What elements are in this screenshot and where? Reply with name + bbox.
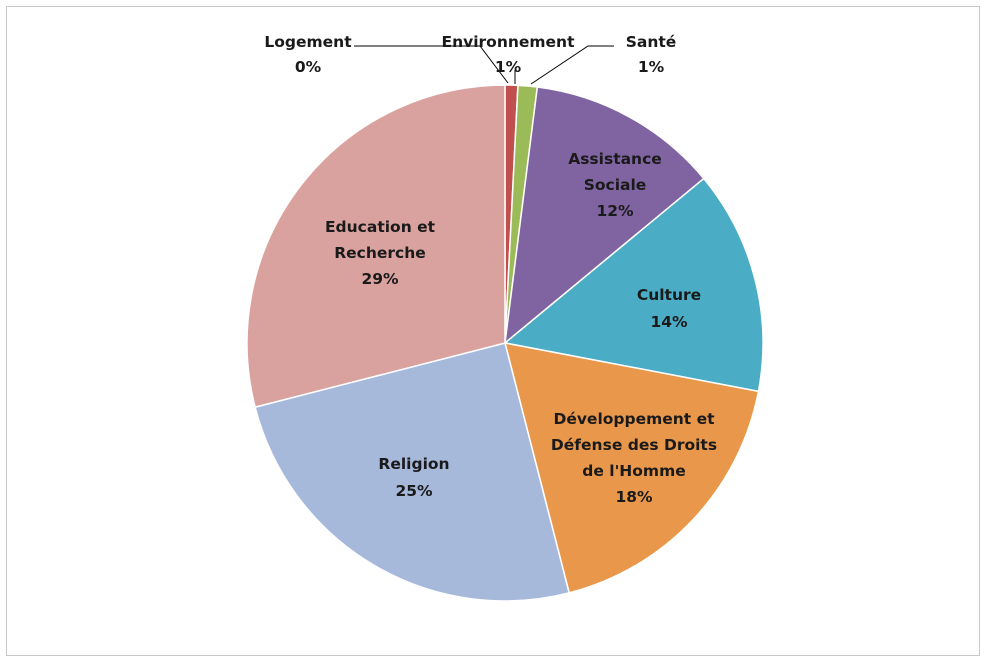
label-developpement-line3: de l'Homme [582, 462, 686, 480]
label-developpement-line2: Défense des Droits [551, 436, 717, 454]
value-education: 29% [361, 270, 399, 288]
value-religion: 25% [395, 482, 433, 500]
value-culture: 14% [650, 313, 688, 331]
slice-labels: Logement 0% Environnement 1% Santé 1% As… [264, 33, 717, 506]
value-sante: 1% [638, 58, 665, 76]
value-logement: 0% [295, 58, 322, 76]
label-assistance-line2: Sociale [584, 176, 647, 194]
pie-slice-religion [254, 342, 571, 602]
leader-sante [530, 45, 614, 85]
value-environnement: 1% [495, 58, 522, 76]
callout-leaders [354, 45, 614, 85]
value-developpement: 18% [615, 488, 653, 506]
label-assistance-line1: Assistance [568, 150, 662, 168]
leader-logement [354, 45, 509, 84]
pie-slice-education-et-recherche [246, 84, 506, 409]
label-environnement: Environnement [441, 33, 575, 51]
label-education-line1: Education et [325, 218, 436, 236]
label-religion: Religion [378, 455, 449, 473]
pie-slice-assistance-sociale [504, 86, 705, 345]
pie-slice-culture [503, 177, 764, 393]
label-education-line2: Recherche [334, 244, 426, 262]
pie-slice-developpement-et-defense-des-droits-de-l-homme [503, 342, 760, 594]
label-sante: Santé [626, 33, 677, 51]
label-culture: Culture [637, 286, 701, 304]
label-logement: Logement [264, 33, 352, 51]
pie-slices [246, 84, 764, 602]
value-assistance: 12% [596, 202, 634, 220]
label-developpement-line1: Développement et [553, 410, 715, 428]
